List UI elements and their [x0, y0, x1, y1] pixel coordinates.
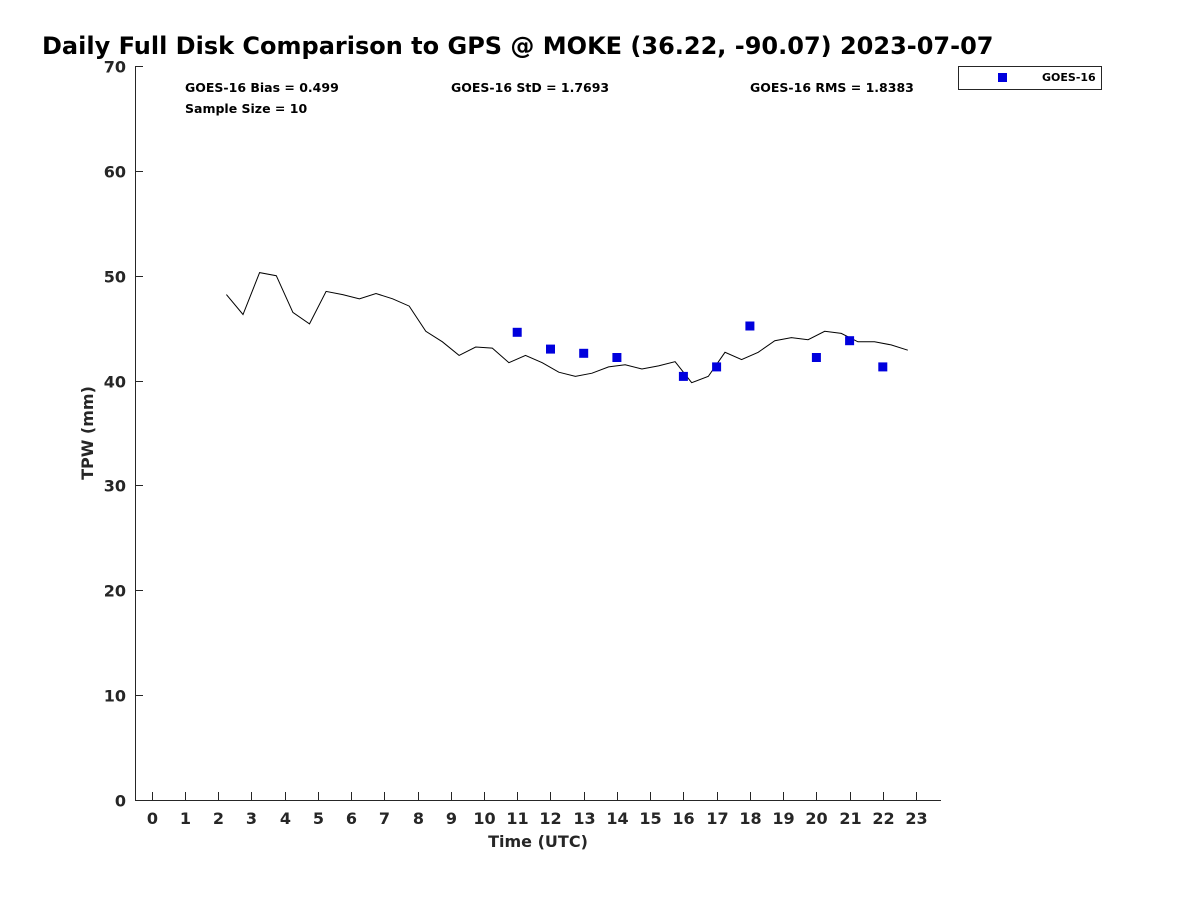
x-tick-label: 15: [639, 809, 661, 828]
bias-stat: GOES-16 Bias = 0.499: [185, 80, 339, 95]
x-tick-label: 11: [506, 809, 528, 828]
goes16-point: [811, 353, 821, 362]
x-tick-label: 20: [805, 809, 827, 828]
legend-label-goes-16: GOES-16: [1042, 71, 1096, 84]
goes16-point: [878, 362, 888, 372]
y-tick-label: 10: [104, 687, 126, 706]
y-tick-label: 0: [115, 792, 126, 811]
x-tick-label: 23: [905, 809, 927, 828]
x-tick-label: 13: [573, 809, 595, 828]
std-stat: GOES-16 StD = 1.7693: [451, 80, 609, 95]
x-tick-label: 7: [379, 809, 390, 828]
x-tick-label: 16: [672, 809, 694, 828]
chart-title: Daily Full Disk Comparison to GPS @ MOKE…: [42, 32, 993, 60]
x-tick-label: 12: [539, 809, 561, 828]
goes16-point: [845, 336, 855, 346]
y-tick-label: 60: [104, 163, 126, 182]
legend: GOES-16: [958, 66, 1102, 90]
x-tick-label: 17: [706, 809, 728, 828]
goes16-point: [512, 327, 522, 337]
goes16-point: [546, 344, 555, 354]
y-tick-label: 50: [104, 268, 126, 287]
goes16-point: [712, 362, 722, 372]
x-tick-label: 6: [346, 809, 357, 828]
legend-box: [958, 66, 1102, 90]
x-tick-label: 19: [772, 809, 794, 828]
y-tick-label: 30: [104, 477, 126, 496]
series-layer: [226, 272, 908, 384]
goes16-point: [678, 371, 688, 381]
goes16-point: [579, 348, 589, 358]
goes16-point: [745, 321, 755, 331]
x-tick-label: 1: [180, 809, 191, 828]
x-tick-label: 2: [213, 809, 224, 828]
goes16-point: [612, 353, 622, 362]
x-tick-label: 9: [446, 809, 457, 828]
x-tick-label: 21: [839, 809, 861, 828]
x-tick-label: 10: [473, 809, 495, 828]
gps-tpw-line: [226, 272, 908, 384]
y-ticks: 0 10 20 30 40 50 60 70: [104, 58, 143, 811]
sample-size-stat: Sample Size = 10: [185, 101, 307, 116]
x-tick-label: 5: [313, 809, 324, 828]
x-tick-label: 18: [739, 809, 761, 828]
y-tick-label: 20: [104, 582, 126, 601]
x-tick-label: 8: [413, 809, 424, 828]
legend-marker: [998, 73, 1007, 82]
x-tick-label: 0: [147, 809, 158, 828]
x-tick-label: 4: [280, 809, 291, 828]
y-tick-label: 70: [104, 58, 126, 77]
x-ticks: 0 1 2 3 4 5 6 7 8 9 10 11 12 13 14 15 16 17 18 19 20 21 22 23: [147, 792, 928, 828]
y-axis-label: TPW (mm): [78, 386, 97, 480]
x-axis-label: Time (UTC): [488, 832, 588, 851]
x-tick-label: 3: [246, 809, 257, 828]
x-tick-label: 22: [872, 809, 894, 828]
axes: [135, 66, 941, 801]
x-tick-label: 14: [606, 809, 628, 828]
y-tick-label: 40: [104, 373, 126, 392]
rms-stat: GOES-16 RMS = 1.8383: [750, 80, 914, 95]
